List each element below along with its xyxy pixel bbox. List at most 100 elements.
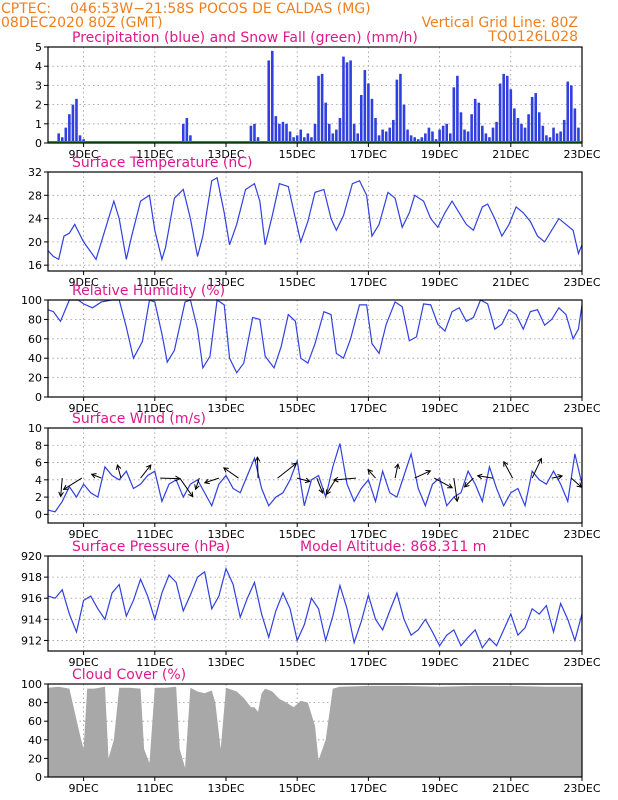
x-tick-label: 9DEC bbox=[69, 782, 99, 795]
panel-5: 912 914 916 918 920 9DEC 11DEC 13DEC 15DEC 17DEC 1… bbox=[21, 539, 601, 669]
y-tick-label: 4 bbox=[35, 474, 42, 487]
precip-bar bbox=[288, 131, 292, 143]
precip-bar bbox=[388, 127, 392, 143]
model-altitude-annotation: Model Altitude: 868.311 m bbox=[300, 539, 486, 555]
precip-bar bbox=[64, 127, 68, 143]
wind-arrow bbox=[297, 477, 310, 482]
precip-bar bbox=[555, 133, 559, 143]
series-line bbox=[47, 176, 583, 262]
wind-arrow bbox=[531, 458, 542, 479]
series-line bbox=[47, 443, 583, 513]
y-tick-label: 6 bbox=[35, 457, 42, 470]
precip-bar bbox=[292, 137, 295, 143]
precip-bar bbox=[384, 131, 388, 143]
precip-bar bbox=[520, 123, 523, 143]
wind-arrow bbox=[140, 464, 152, 479]
precip-bar bbox=[473, 98, 477, 143]
y-tick-label: 20 bbox=[28, 372, 42, 385]
x-tick-label: 17DEC bbox=[350, 782, 387, 795]
precip-bar bbox=[470, 114, 473, 143]
precip-bar bbox=[267, 60, 271, 143]
precip-bar bbox=[420, 137, 424, 143]
panel-frame bbox=[47, 171, 583, 272]
y-tick-label: 4 bbox=[35, 60, 42, 73]
x-tick-label: 23DEC bbox=[563, 782, 600, 795]
precip-bar bbox=[505, 75, 509, 143]
wind-arrow-head bbox=[188, 491, 194, 498]
panel-title: Relative Humidity (%) bbox=[72, 283, 225, 299]
header-run-date: 08DEC2020 80Z (GMT) bbox=[1, 15, 163, 31]
y-tick-label: 60 bbox=[28, 715, 42, 728]
precip-bar bbox=[295, 135, 299, 143]
precip-bar bbox=[409, 135, 413, 143]
panel-title: Surface Pressure (hPa) bbox=[72, 539, 230, 555]
precip-bar bbox=[274, 116, 278, 143]
precip-bar bbox=[502, 73, 505, 143]
x-tick-label: 11DEC bbox=[136, 656, 173, 669]
precip-bar bbox=[424, 133, 427, 143]
precip-bar bbox=[181, 123, 185, 143]
x-tick-label: 17DEC bbox=[350, 528, 387, 541]
precip-bar bbox=[78, 135, 82, 143]
y-tick-label: 0 bbox=[35, 508, 42, 521]
precip-bar bbox=[338, 118, 342, 143]
precip-bar bbox=[370, 98, 374, 143]
y-tick-label: 32 bbox=[28, 166, 42, 179]
wind-arrow-head bbox=[194, 484, 200, 491]
wind-arrow-head bbox=[425, 469, 432, 476]
wind-arrow bbox=[195, 477, 200, 490]
precip-bar bbox=[399, 73, 402, 143]
x-tick-label: 13DEC bbox=[207, 528, 244, 541]
wind-arrow bbox=[453, 478, 458, 502]
precip-bar bbox=[356, 133, 360, 143]
wind-arrow bbox=[434, 477, 453, 489]
precip-bar bbox=[534, 93, 538, 143]
panel-title: Cloud Cover (%) bbox=[72, 667, 186, 683]
x-tick-label: 19DEC bbox=[421, 656, 458, 669]
precip-bar bbox=[466, 131, 470, 143]
wind-arrow bbox=[367, 469, 376, 479]
y-tick-label: 80 bbox=[28, 697, 42, 710]
y-tick-label: 60 bbox=[28, 333, 42, 346]
precip-bar bbox=[367, 83, 370, 143]
y-tick-label: 0 bbox=[35, 137, 42, 150]
precip-bar bbox=[377, 135, 381, 143]
x-tick-label: 13DEC bbox=[207, 276, 244, 289]
y-tick-label: 1 bbox=[35, 118, 42, 131]
precip-bar bbox=[363, 70, 367, 143]
x-tick-label: 19DEC bbox=[421, 402, 458, 415]
y-tick-label: 20 bbox=[28, 752, 42, 765]
y-tick-label: 8 bbox=[35, 439, 42, 452]
wind-arrow bbox=[160, 477, 180, 480]
precip-bar bbox=[270, 50, 274, 144]
x-tick-label: 9DEC bbox=[69, 656, 99, 669]
y-tick-label: 80 bbox=[28, 313, 42, 326]
precip-bar bbox=[481, 125, 484, 143]
precip-bar bbox=[448, 133, 452, 143]
x-tick-label: 23DEC bbox=[563, 656, 600, 669]
precip-bar bbox=[331, 133, 335, 143]
x-tick-label: 17DEC bbox=[350, 656, 387, 669]
x-tick-label: 15DEC bbox=[279, 528, 316, 541]
precip-bar bbox=[441, 125, 445, 143]
y-tick-label: 2 bbox=[35, 491, 42, 504]
precip-bar bbox=[349, 60, 352, 143]
precip-bar bbox=[189, 135, 192, 143]
y-tick-label: 10 bbox=[28, 422, 42, 435]
y-tick-label: 28 bbox=[28, 189, 42, 202]
x-tick-label: 11DEC bbox=[136, 148, 173, 161]
wind-arrow-head bbox=[537, 457, 543, 464]
wind-arrow-head bbox=[447, 483, 454, 489]
precip-bar bbox=[313, 123, 317, 143]
x-tick-label: 21DEC bbox=[492, 276, 529, 289]
precip-bar bbox=[303, 137, 306, 143]
precip-bar bbox=[541, 125, 545, 143]
wind-arrow-head bbox=[58, 491, 64, 498]
panel-3: 0 20 40 60 80 100 9DEC 11DEC 13DEC 15DEC 17DEC 19DE… bbox=[21, 283, 601, 415]
wind-arrow bbox=[277, 462, 297, 479]
precip-bar bbox=[438, 129, 441, 143]
wind-arrow bbox=[570, 477, 582, 488]
y-tick-label: 5 bbox=[35, 41, 42, 54]
panel-2: 16 20 24 28 32 9DEC 11DEC 13DEC 15DEC 17DEC 19DEC 2… bbox=[28, 155, 601, 289]
precip-bar bbox=[335, 129, 338, 143]
